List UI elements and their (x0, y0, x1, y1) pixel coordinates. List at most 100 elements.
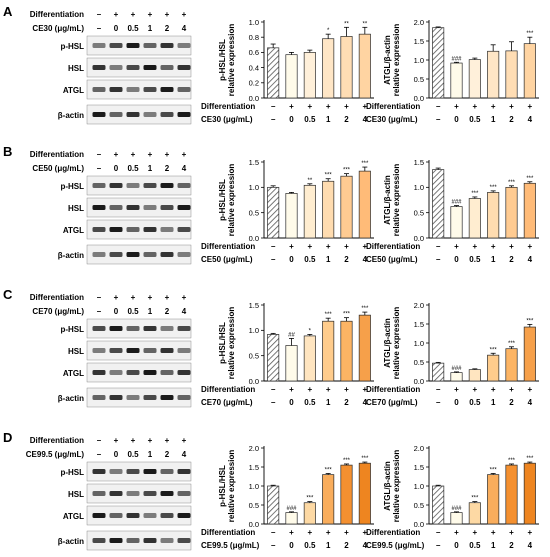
blot-dose: 0.5 (127, 450, 139, 459)
panel-letter: D (3, 430, 12, 445)
y-tick-label: 1.0 (414, 339, 424, 348)
blot-band (177, 491, 191, 496)
y-axis-title: p-HSL/HSL (218, 322, 227, 364)
blot-band (109, 326, 123, 331)
chart-diff-label: Differentiation (366, 102, 420, 111)
bar (322, 474, 335, 525)
blot-protein-label: p-HSL (60, 42, 84, 51)
x-diff-sign: + (527, 242, 532, 251)
x-diff-sign: + (307, 385, 312, 394)
y-tick-label: 1.0 (249, 183, 259, 192)
x-diff-sign: + (454, 242, 459, 251)
y-tick-label: 1.5 (414, 463, 424, 472)
y-axis-title: ATGL/β-actin (383, 35, 392, 85)
blot-dose: 0 (114, 164, 119, 173)
bar (322, 38, 335, 99)
y-tick-label: 0.5 (249, 351, 259, 360)
blot-diff-sign: + (148, 150, 153, 159)
blot-band (143, 227, 157, 232)
x-tick-label: 0.5 (304, 398, 316, 407)
x-tick-label: 4 (363, 255, 368, 264)
blot-band (160, 326, 174, 331)
x-diff-sign: + (289, 528, 294, 537)
significance-mark: ### (286, 506, 297, 512)
significance-mark: *** (526, 31, 534, 37)
blot-dose: 0 (114, 450, 119, 459)
bar (505, 186, 518, 239)
blot-band (143, 183, 157, 188)
y-tick-label: 0.0 (414, 234, 424, 243)
significance-mark: *** (526, 318, 534, 324)
bar (450, 372, 463, 382)
y-axis-title: ATGL/β-actin (383, 461, 392, 511)
blot-diff-sign: – (97, 436, 102, 445)
bar (468, 369, 481, 382)
blot-band (126, 112, 140, 117)
chart-treatment-label: CE99.5 (μg/mL) (201, 541, 260, 550)
y-tick-label: 1.5 (249, 158, 259, 167)
bar (487, 354, 500, 382)
y-tick-label: 2.0 (414, 301, 424, 310)
blot-band (92, 491, 106, 496)
x-tick-label: 0.5 (469, 398, 481, 407)
x-tick-label: 2 (344, 541, 349, 550)
y-tick-label: 1.5 (249, 301, 259, 310)
blot-diff-sign: + (114, 436, 119, 445)
blot-diff-sign: + (114, 10, 119, 19)
blot-band (126, 65, 140, 70)
blot-band (109, 227, 123, 232)
panel-letter: B (3, 144, 12, 159)
blot-protein-label: ATGL (63, 86, 84, 95)
x-tick-label: 0 (289, 255, 294, 264)
x-diff-sign: + (491, 528, 496, 537)
x-diff-sign: + (362, 528, 367, 537)
bar-chart-phsl: p-HSL/HSL relative expression 0.0 0.2 0.4 0.6… (201, 18, 374, 124)
x-tick-label: – (271, 115, 276, 124)
bar (358, 314, 371, 382)
x-tick-label: 0 (289, 115, 294, 124)
blot-band (143, 43, 157, 48)
blot-dose: 4 (182, 164, 187, 173)
blot-protein-label: β-actin (58, 537, 84, 546)
blot-band (177, 183, 191, 188)
blot-band (177, 326, 191, 331)
bar (303, 502, 316, 525)
bar (358, 462, 371, 525)
significance-mark: *** (306, 496, 314, 502)
y-axis-title: p-HSL/HSL (218, 465, 227, 507)
blot-protein-label: ATGL (63, 369, 84, 378)
x-tick-label: 4 (528, 541, 533, 550)
significance-mark: *** (361, 161, 369, 167)
blot-band (126, 252, 140, 257)
blot-band (126, 87, 140, 92)
blot-band (92, 252, 106, 257)
x-tick-label: 0 (454, 255, 459, 264)
y-tick-label: 0.0 (249, 94, 259, 103)
blot-diff-sign: + (131, 436, 136, 445)
significance-mark: *** (490, 185, 498, 191)
chart-treatment-label: CE30 (μg/mL) (201, 115, 253, 124)
y-tick-label: 2.0 (249, 444, 259, 453)
blot-band (92, 227, 106, 232)
x-diff-sign: + (326, 102, 331, 111)
blot-band (126, 370, 140, 375)
x-diff-sign: + (362, 385, 367, 394)
blot-diff-sign: + (148, 293, 153, 302)
x-diff-sign: + (509, 528, 514, 537)
blot-band (126, 469, 140, 474)
x-diff-sign: + (289, 385, 294, 394)
blot-dose: 4 (182, 307, 187, 316)
significance-mark: * (309, 328, 312, 334)
blot-band (109, 370, 123, 375)
bar (523, 462, 536, 525)
x-diff-sign: + (289, 242, 294, 251)
significance-mark: *** (343, 168, 351, 174)
blot-band (109, 112, 123, 117)
blot-protein-label: ATGL (63, 226, 84, 235)
blot-band (92, 112, 106, 117)
bar (267, 47, 280, 99)
x-diff-sign: + (454, 385, 459, 394)
x-tick-label: 0.5 (304, 255, 316, 264)
x-tick-label: 1 (491, 115, 496, 124)
blot-band (126, 205, 140, 210)
